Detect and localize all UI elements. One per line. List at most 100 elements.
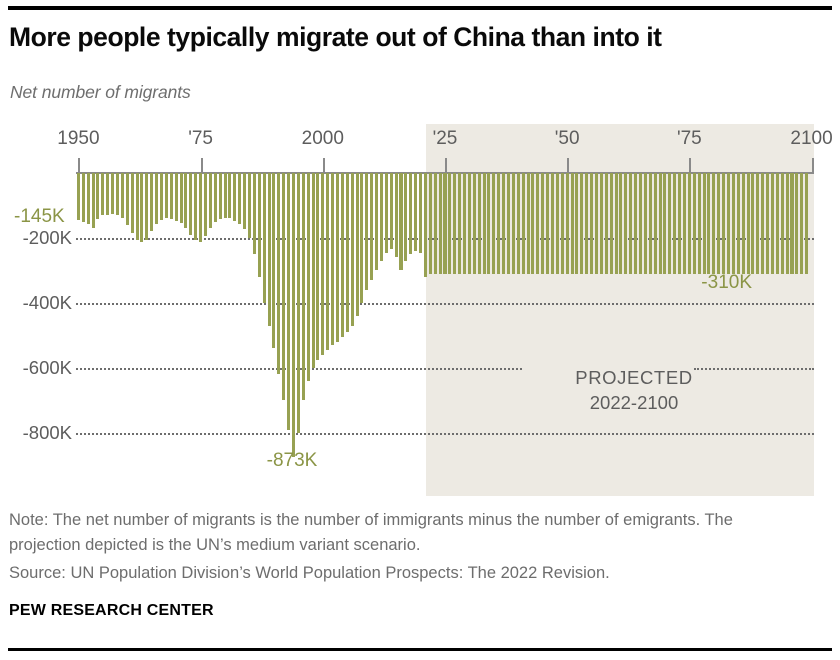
gridline xyxy=(76,302,814,305)
bar xyxy=(643,173,647,274)
bar xyxy=(805,173,809,274)
bar xyxy=(257,173,261,277)
page-title: More people typically migrate out of Chi… xyxy=(9,22,662,52)
bar xyxy=(326,173,330,351)
bar xyxy=(458,173,462,274)
bar xyxy=(135,173,139,240)
bar xyxy=(350,173,354,326)
bar xyxy=(604,173,608,274)
bar xyxy=(247,173,251,238)
bar xyxy=(668,173,672,274)
bar xyxy=(746,173,750,274)
bar xyxy=(384,173,388,253)
bar xyxy=(223,173,227,218)
bar xyxy=(477,173,481,274)
bar xyxy=(174,173,178,222)
x-axis-tick xyxy=(689,158,692,172)
bar xyxy=(145,173,149,240)
bar xyxy=(634,173,638,274)
bar xyxy=(125,173,129,225)
x-axis-label: 2000 xyxy=(301,128,344,149)
bar xyxy=(370,173,374,281)
bar xyxy=(682,173,686,274)
chart-area: -200K -400K -600K -800K 1950 '75 2000 '25 '50 '7… xyxy=(0,120,840,500)
x-axis-label: '25 xyxy=(432,128,458,149)
bar xyxy=(335,173,339,342)
bar xyxy=(555,173,559,274)
bar xyxy=(277,173,281,375)
bar xyxy=(756,173,760,274)
bar xyxy=(414,173,418,251)
bar xyxy=(648,173,652,274)
bar xyxy=(629,173,633,274)
y-axis-label: -400K xyxy=(22,291,72,313)
bar xyxy=(120,173,124,219)
bar xyxy=(194,173,198,240)
bar xyxy=(775,173,779,274)
x-axis-tick xyxy=(567,158,570,172)
bar xyxy=(238,173,242,225)
bar xyxy=(409,173,413,255)
bar xyxy=(702,173,706,274)
projected-caption-line1: PROJECTED xyxy=(575,367,693,388)
bar xyxy=(497,173,501,274)
bar xyxy=(448,173,452,274)
bar xyxy=(800,173,804,274)
bar xyxy=(233,173,237,222)
bar xyxy=(599,173,603,274)
bar xyxy=(272,173,276,349)
bar xyxy=(389,173,393,250)
bar xyxy=(433,173,437,274)
bar xyxy=(267,173,271,326)
bar xyxy=(423,173,427,277)
bar xyxy=(140,173,144,242)
bar xyxy=(296,173,300,433)
bar xyxy=(169,173,173,220)
organization-name: PEW RESEARCH CENTER xyxy=(9,602,214,619)
gridline xyxy=(76,432,814,435)
bar xyxy=(164,173,168,219)
bar xyxy=(536,173,540,274)
y-axis-label: -200K xyxy=(22,226,72,248)
projected-caption-line2: 2022-2100 xyxy=(589,392,679,413)
bar xyxy=(736,173,740,274)
bar xyxy=(130,173,134,234)
bar xyxy=(208,173,212,229)
source-text: Source: UN Population Division’s World P… xyxy=(9,564,610,582)
bar xyxy=(306,173,310,381)
bar xyxy=(394,173,398,258)
bar xyxy=(291,173,295,457)
bar xyxy=(160,173,164,221)
bar xyxy=(155,173,159,225)
bar xyxy=(282,173,286,401)
bar xyxy=(560,173,564,274)
note-text: Note: The net number of migrants is the … xyxy=(9,511,733,554)
annotation-last-value: -310K xyxy=(701,272,752,293)
x-axis-tick xyxy=(322,158,325,172)
bar xyxy=(795,173,799,274)
x-axis-tick xyxy=(811,158,814,172)
bar xyxy=(712,173,716,274)
top-divider xyxy=(8,6,832,10)
bar xyxy=(761,173,765,274)
bar xyxy=(609,173,613,274)
bar xyxy=(516,173,520,274)
x-axis-tick xyxy=(78,158,81,172)
bar xyxy=(443,173,447,274)
bar xyxy=(785,173,789,274)
bar xyxy=(76,173,80,221)
bar xyxy=(722,173,726,274)
bar xyxy=(692,173,696,274)
bar xyxy=(526,173,530,274)
bar xyxy=(340,173,344,338)
x-axis-label: '50 xyxy=(554,128,580,149)
bar xyxy=(770,173,774,274)
bar xyxy=(585,173,589,274)
bar xyxy=(311,173,315,368)
bar xyxy=(687,173,691,274)
bar-series xyxy=(76,173,814,493)
bar xyxy=(521,173,525,274)
bar xyxy=(365,173,369,290)
x-axis-label: 1950 xyxy=(57,128,100,149)
